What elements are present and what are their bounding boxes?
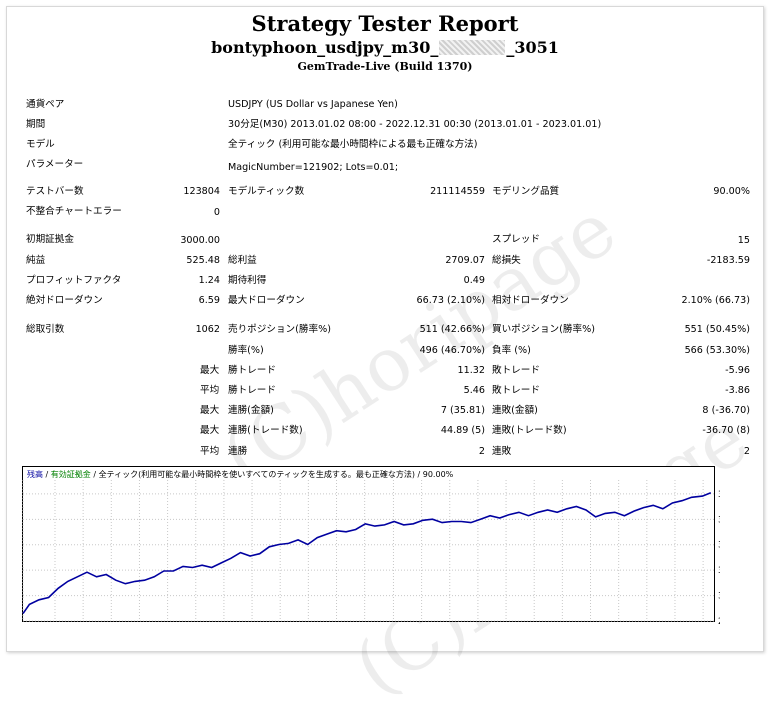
legend-separator: / — [91, 470, 99, 479]
y-tick-label: 3299 — [718, 541, 720, 551]
stat-label: 連勝(金額) — [228, 405, 274, 416]
y-tick-label: 3189 — [718, 566, 720, 576]
y-tick-label: 3078 — [718, 592, 720, 602]
stat-label: モデリング品質 — [492, 186, 560, 197]
stat-value: -3.86 — [725, 385, 750, 396]
stat-value: 0.49 — [463, 275, 485, 286]
stat-label: 連敗(金額) — [492, 405, 538, 416]
stat-label: テストバー数 — [26, 186, 84, 197]
stat-value: 496 (46.70%) — [419, 345, 485, 356]
stat-value: -5.96 — [725, 365, 750, 376]
stat-label: プロフィットファクタ — [26, 275, 122, 286]
legend-quality: 90.00% — [423, 470, 454, 479]
plot-area — [22, 466, 715, 622]
stat-label: 連敗 — [492, 446, 512, 457]
balance-line — [22, 491, 712, 615]
stat-label: 相対ドローダウン — [492, 295, 569, 306]
stat-value: 211114559 — [430, 186, 485, 197]
stat-value: 525.48 — [186, 255, 220, 266]
y-tick-label: 3409 — [718, 515, 720, 525]
stat-value: 7 (35.81) — [440, 405, 485, 416]
stat-label: 絶対ドローダウン — [26, 295, 103, 306]
legend-equity: 有効証拠金 — [51, 469, 91, 479]
stat-prefix: 最大 — [200, 425, 220, 436]
stat-value: 2709.07 — [445, 255, 485, 266]
stat-value: 511 (42.66%) — [419, 324, 485, 335]
stat-value: 66.73 (2.10%) — [416, 295, 485, 306]
balance-chart: 残高 / 有効証拠金 / 全ティック(利用可能な最小時間枠を使いすべてのティック… — [22, 466, 720, 626]
stat-value: 0 — [213, 207, 220, 218]
stat-value: 123804 — [183, 186, 220, 197]
info-value: 30分足(M30) 2013.01.02 08:00 - 2022.12.31 … — [228, 119, 602, 130]
info-label: 通貨ペア — [26, 99, 65, 110]
stat-label: モデルティック数 — [228, 186, 305, 197]
stat-label: 敗トレード — [492, 385, 540, 396]
stat-label: 総取引数 — [26, 324, 65, 335]
legend-separator: / — [43, 470, 51, 479]
stat-label: 敗トレード — [492, 365, 540, 376]
ea-name: bontyphoon_usdjpy_m30_ _3051 — [0, 38, 770, 57]
info-value: MagicNumber=121902; Lots=0.01; — [228, 162, 399, 173]
stat-value: 566 (53.30%) — [684, 345, 750, 356]
stat-value: -36.70 (8) — [702, 425, 750, 436]
stat-value: 15 — [737, 235, 750, 246]
stat-label: 勝トレード — [228, 385, 276, 396]
info-label: 期間 — [26, 119, 46, 130]
stat-label: 買いポジション(勝率%) — [492, 324, 595, 335]
stat-label: 売りポジション(勝率%) — [228, 324, 331, 335]
stat-prefix: 平均 — [200, 385, 220, 396]
stat-label: 負率 (%) — [492, 345, 531, 356]
stat-value: 90.00% — [713, 186, 750, 197]
legend-balance: 残高 — [27, 469, 43, 479]
ea-name-right: _3051 — [506, 38, 559, 57]
y-tick-label: 3520 — [718, 490, 720, 500]
stat-value: 11.32 — [457, 365, 485, 376]
stat-label: 連勝 — [228, 446, 248, 457]
stat-value: 2.10% (66.73) — [681, 295, 750, 306]
info-label: モデル — [26, 139, 55, 150]
stat-prefix: 最大 — [200, 405, 220, 416]
legend-separator: / — [415, 470, 423, 479]
stat-value: 6.59 — [198, 295, 220, 306]
stat-label: 勝トレード — [228, 365, 276, 376]
stat-label: 総利益 — [228, 255, 257, 266]
stat-value: 1062 — [195, 324, 220, 335]
stat-label: 純益 — [26, 255, 46, 266]
stat-value: 1.24 — [198, 275, 220, 286]
stat-value: -2183.59 — [706, 255, 750, 266]
stat-value: 2 — [478, 446, 485, 457]
stat-value: 5.46 — [463, 385, 485, 396]
stat-value: 3000.00 — [180, 235, 220, 246]
stat-value: 8 (-36.70) — [702, 405, 750, 416]
stat-prefix: 最大 — [200, 365, 220, 376]
stat-value: 2 — [743, 446, 750, 457]
stat-value: 551 (50.45%) — [684, 324, 750, 335]
stat-label: 不整合チャートエラー — [26, 206, 122, 217]
stat-label: 連敗(トレード数) — [492, 425, 567, 436]
stat-value: 44.89 (5) — [440, 425, 485, 436]
stat-label: 連勝(トレード数) — [228, 425, 303, 436]
redacted-block — [439, 40, 506, 55]
stat-label: 総損失 — [492, 255, 521, 266]
legend-model: 全ティック(利用可能な最小時間枠を使いすべてのティックを生成する。最も正確な方法… — [99, 469, 415, 479]
y-tick-label: 2968 — [718, 617, 720, 626]
ea-name-left: bontyphoon_usdjpy_m30_ — [211, 38, 439, 57]
info-label: パラメーター — [26, 159, 84, 170]
stat-label: 初期証拠金 — [26, 234, 74, 245]
server-build: GemTrade-Live (Build 1370) — [297, 60, 473, 73]
chart-legend: 残高 / 有効証拠金 / 全ティック(利用可能な最小時間枠を使いすべてのティック… — [27, 469, 454, 479]
info-value: 全ティック (利用可能な最小時間枠による最も正確な方法) — [228, 139, 478, 150]
info-value: USDJPY (US Dollar vs Japanese Yen) — [228, 99, 398, 110]
stat-label: 最大ドローダウン — [228, 295, 305, 306]
report-title: Strategy Tester Report — [251, 11, 519, 36]
stat-label: 勝率(%) — [228, 345, 264, 356]
stat-label: 期待利得 — [228, 275, 267, 286]
stat-prefix: 平均 — [200, 446, 220, 457]
stat-label: スプレッド — [492, 234, 540, 245]
